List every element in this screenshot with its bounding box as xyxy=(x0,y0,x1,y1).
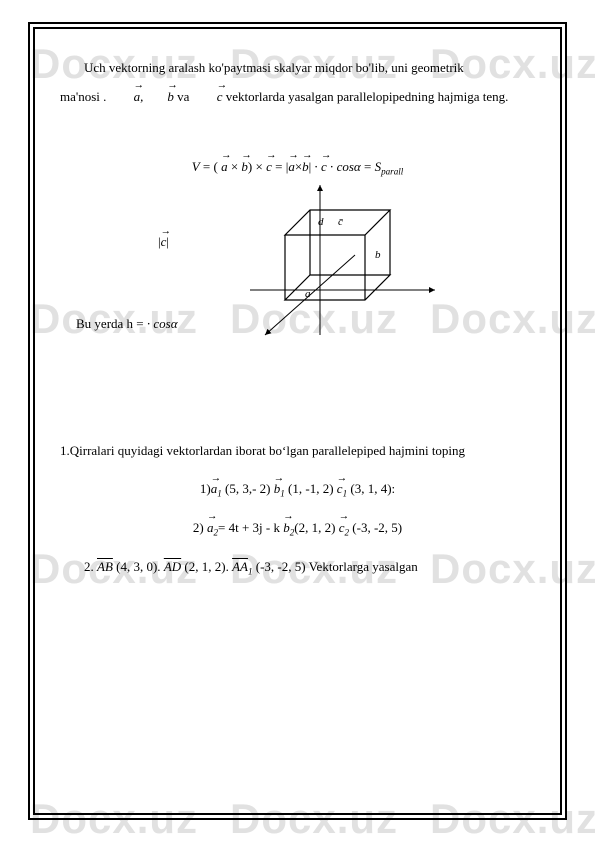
num: 1) xyxy=(200,481,211,496)
vec-c: c xyxy=(321,153,327,182)
num: 2. xyxy=(84,559,97,574)
vec-a1: a xyxy=(211,475,218,504)
V: V xyxy=(192,159,200,174)
paragraph-1: Uch vektorning aralash ko'paytmasi skaly… xyxy=(60,54,535,111)
coords: (1, -1, 2) xyxy=(285,481,337,496)
vec-a: a xyxy=(110,83,141,112)
vec-c2: c xyxy=(339,514,345,543)
equation-V: V = ( a × b) × c = a×b ∙ c ∙ cosα = Spar… xyxy=(60,153,535,182)
vec-c: c xyxy=(193,83,223,112)
vec-a: a xyxy=(288,153,295,182)
vec-a2: a xyxy=(207,514,214,543)
vec-c1: c xyxy=(337,475,343,504)
coords: (4, 3, 0). xyxy=(113,559,164,574)
vec-b: b xyxy=(302,153,309,182)
text: Uch vektorning aralash ko'paytmasi skaly… xyxy=(84,60,464,75)
label-d: d xyxy=(318,216,324,228)
vec-b2: b xyxy=(283,514,290,543)
vec-b1: b xyxy=(274,475,281,504)
num: 2) xyxy=(193,520,207,535)
vec-AA1: AA xyxy=(232,559,248,574)
coords: (-3, -2, 5) xyxy=(349,520,402,535)
dot: ∙ xyxy=(311,159,321,174)
eq3: = xyxy=(361,159,375,174)
task-1-line2: 2) a2= 4t + 3j - k b2(2, 1, 2) c2 (-3, -… xyxy=(60,514,535,543)
text: Bu yerda h = xyxy=(76,316,147,331)
parallelepiped-diagram: d c̄ b a xyxy=(210,180,450,340)
task-1: 1.Qirralari quyidagi vektorlardan iborat… xyxy=(60,437,535,466)
text: vektorlarda yasalgan parallelopipedning … xyxy=(226,89,509,104)
cos-alpha: cosα xyxy=(337,159,361,174)
text: ma'nosi . xyxy=(60,89,110,104)
c-bar-label: c xyxy=(158,234,169,250)
label-c: c̄ xyxy=(338,216,343,228)
vec-AD: AD xyxy=(164,559,181,574)
vec-c: c xyxy=(266,153,272,182)
cos-alpha: cosα xyxy=(153,316,177,331)
vec-AB: AB xyxy=(97,559,113,574)
eq: = ( xyxy=(200,159,221,174)
sub-parall: parall xyxy=(381,167,403,177)
vec-b: b xyxy=(241,153,248,182)
task-2: 2. AB (4, 3, 0). AD (2, 1, 2). AA1 (-3, … xyxy=(60,553,535,582)
coords: (-3, -2, 5) Vektorlarga yasalgan xyxy=(253,559,418,574)
expr: = 4t + 3j - k xyxy=(218,520,283,535)
label-b: b xyxy=(375,249,381,261)
bu-yerda-line: Bu yerda h = ∙ cosα xyxy=(76,316,178,332)
vec-c: c xyxy=(161,234,167,250)
coords: (2, 1, 2). xyxy=(181,559,232,574)
vec-a: a xyxy=(221,153,228,182)
task-1-line1: 1)a1 (5, 3,- 2) b1 (1, -1, 2) c1 (3, 1, … xyxy=(60,475,535,504)
coords: (3, 1, 4): xyxy=(347,481,395,496)
label-a: a xyxy=(305,288,311,300)
coords: (2, 1, 2) xyxy=(294,520,338,535)
vec-b: b xyxy=(143,83,174,112)
coords: (5, 3,- 2) xyxy=(222,481,274,496)
